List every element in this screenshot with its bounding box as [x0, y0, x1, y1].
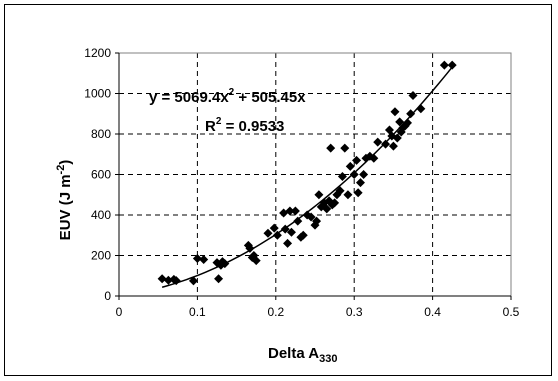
y-tick-label: 800 [91, 127, 111, 141]
data-point [171, 276, 181, 286]
data-point [283, 238, 293, 248]
data-point [188, 276, 198, 286]
x-tick-label: 0.3 [346, 305, 363, 319]
x-tick-label: 0.5 [503, 305, 520, 319]
data-point [245, 243, 255, 253]
y-tick-label: 1200 [84, 46, 111, 60]
data-point [272, 230, 282, 240]
data-point [416, 104, 426, 114]
x-axis-title: Delta A330 [268, 345, 337, 365]
r-squared-label: R2 = 0.9533 [205, 116, 284, 135]
y-axis-title: EUV (J m-2) [55, 160, 74, 241]
data-point [220, 259, 230, 269]
data-points [157, 60, 457, 286]
data-point [340, 143, 350, 153]
data-point [163, 275, 173, 285]
data-point [349, 170, 359, 179]
data-point [439, 60, 449, 70]
data-point [392, 133, 402, 143]
y-tick-label: 400 [91, 208, 111, 222]
data-point [251, 256, 261, 266]
y-tick-labels: 0 200 400 600 800 1000 1200 [84, 46, 111, 303]
data-point [355, 178, 365, 188]
data-point [214, 274, 224, 284]
data-point [290, 206, 300, 216]
data-point [335, 186, 345, 196]
y-tick-label: 600 [91, 168, 111, 182]
data-point [388, 141, 398, 151]
data-point [286, 227, 296, 237]
data-point [285, 206, 295, 216]
y-tick-label: 1000 [84, 87, 111, 101]
data-point [381, 139, 391, 149]
axes [115, 52, 512, 300]
x-tick-label: 0.4 [424, 305, 441, 319]
data-point [280, 224, 290, 234]
data-point [359, 170, 369, 179]
data-point [293, 216, 303, 226]
data-point [447, 60, 457, 70]
data-point [192, 254, 202, 264]
data-point [298, 230, 308, 240]
trendline-equation: y = 5069.4x2 + 505.45x [149, 87, 306, 106]
y-tick-label: 200 [91, 249, 111, 263]
data-point [322, 204, 332, 214]
data-point [330, 198, 340, 208]
data-point [353, 188, 363, 198]
x-tick-label: 0.1 [189, 305, 206, 319]
x-tick-label: 0.2 [267, 305, 284, 319]
data-point [345, 161, 355, 171]
data-point [312, 216, 322, 226]
x-tick-label: 0 [116, 305, 123, 319]
data-point [408, 91, 418, 101]
data-point [406, 109, 416, 119]
data-point [306, 212, 316, 222]
data-point [403, 118, 413, 128]
data-point [337, 172, 347, 182]
y-tick-label: 0 [104, 289, 111, 303]
data-point [199, 255, 209, 265]
data-point [390, 107, 400, 117]
x-tick-labels: 0 0.1 0.2 0.3 0.4 0.5 [116, 305, 520, 319]
data-point [369, 153, 379, 163]
data-point [269, 223, 279, 233]
data-point [343, 190, 353, 200]
data-point [326, 143, 336, 153]
data-point [352, 155, 362, 165]
data-point [157, 274, 167, 284]
chart-frame [4, 4, 552, 376]
data-point [373, 137, 383, 147]
data-point [314, 190, 324, 200]
data-point [263, 228, 273, 238]
data-point [395, 117, 405, 127]
